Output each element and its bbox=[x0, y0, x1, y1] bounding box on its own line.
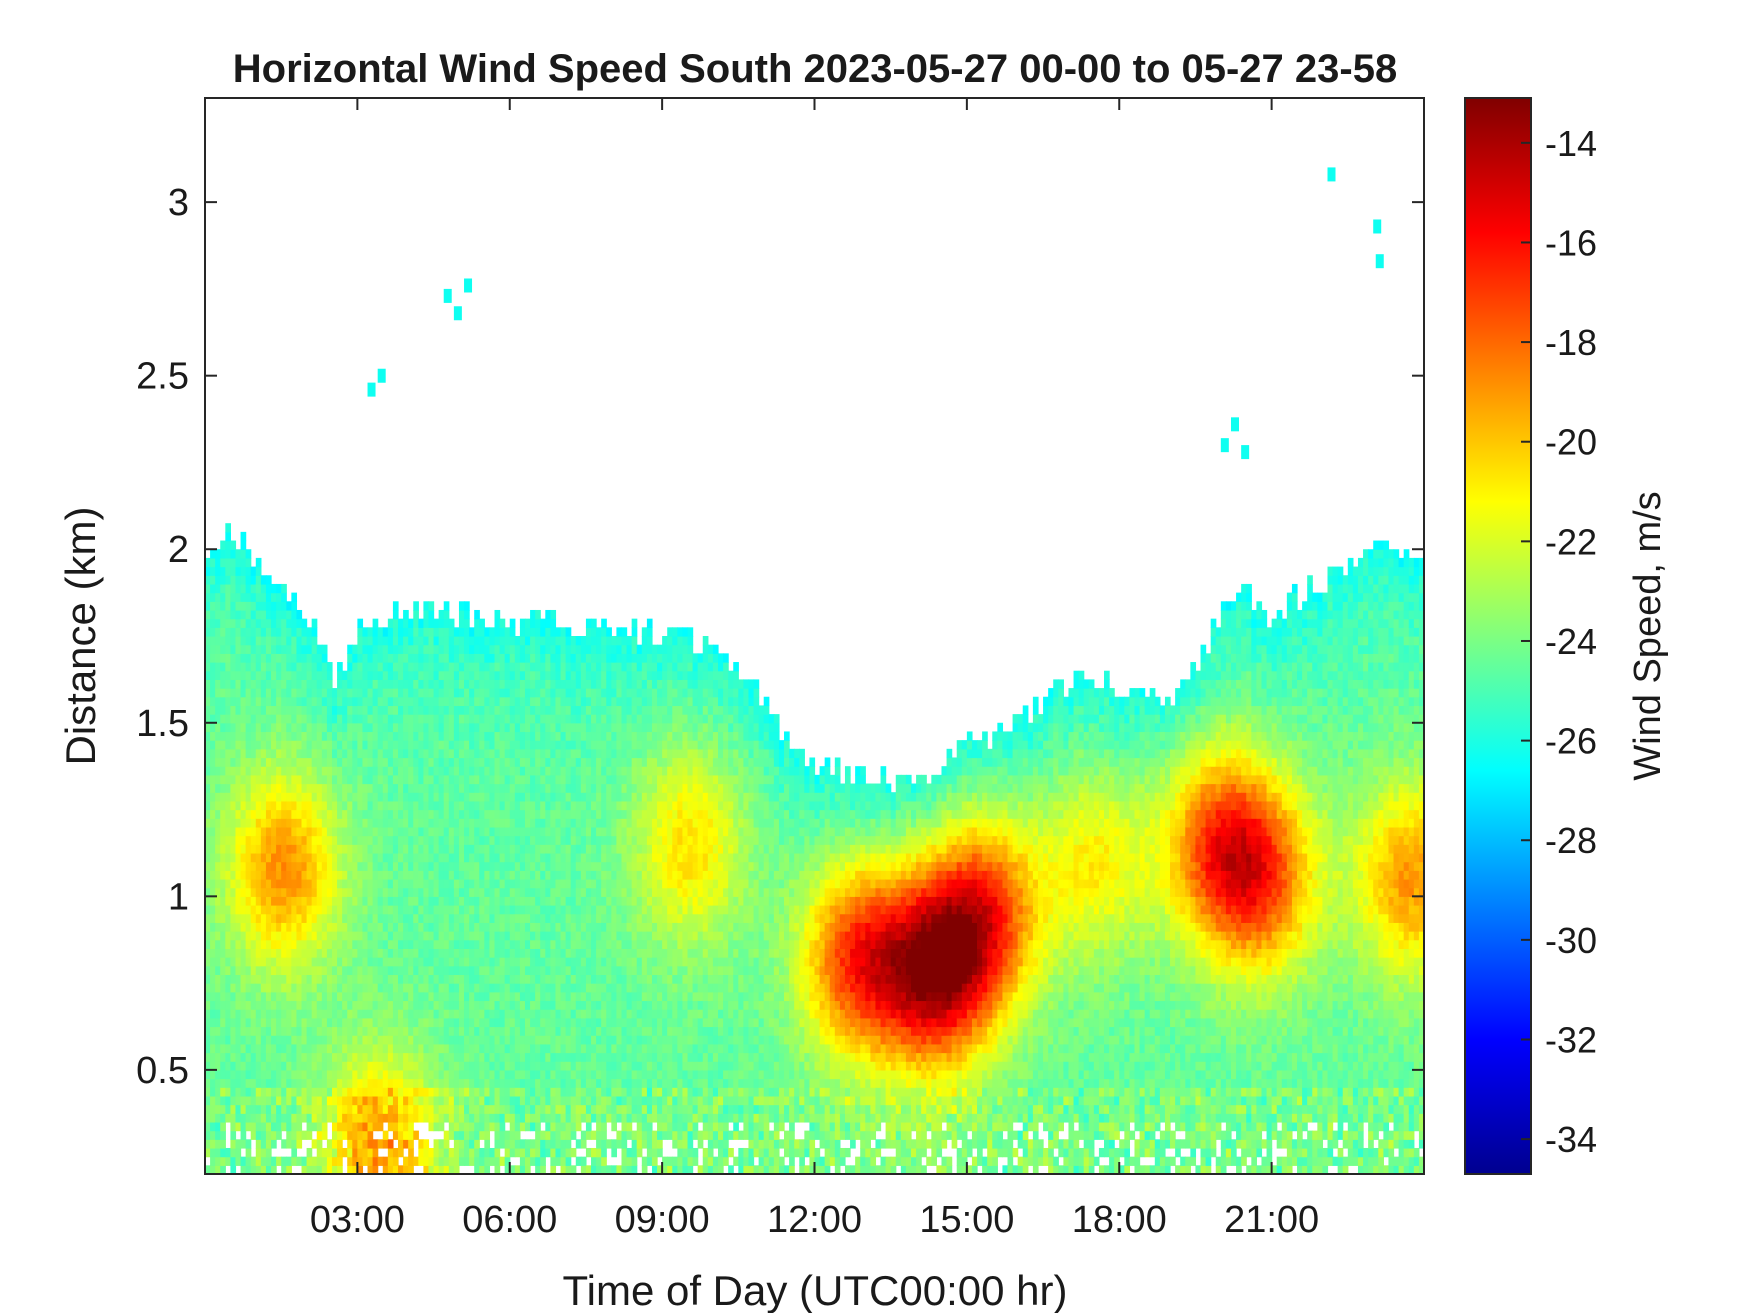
x-tick-label: 03:00 bbox=[310, 1199, 405, 1241]
colorbar-tick-label: -28 bbox=[1545, 820, 1597, 861]
x-tick-label: 18:00 bbox=[1072, 1199, 1167, 1241]
colorbar-ticks: -14 -16 -18 -20 -22 -24 -26 -28 -30 -32 -34 bbox=[1521, 123, 1597, 1160]
colorbar-tick-label: -24 bbox=[1545, 621, 1597, 662]
colorbar-tick-label: -18 bbox=[1545, 322, 1597, 363]
x-tick-label: 09:00 bbox=[615, 1199, 710, 1241]
y-tick-label: 0.5 bbox=[136, 1050, 189, 1092]
y-tick-label: 3 bbox=[168, 182, 189, 224]
x-axis-label: Time of Day (UTC00:00 hr) bbox=[563, 1267, 1068, 1313]
x-tick-label: 21:00 bbox=[1224, 1199, 1319, 1241]
colorbar-tick-label: -30 bbox=[1545, 920, 1597, 961]
colorbar-tick-label: -34 bbox=[1545, 1119, 1597, 1160]
x-axis: 03:00 06:00 09:00 12:00 15:00 18:00 21:00 bbox=[310, 98, 1319, 1241]
heatmap-area bbox=[205, 167, 1424, 1174]
chart-title: Horizontal Wind Speed South 2023-05-27 0… bbox=[233, 47, 1397, 91]
colorbar-tick-label: -14 bbox=[1545, 123, 1597, 164]
y-axis-label: Distance (km) bbox=[57, 506, 104, 765]
colorbar-tick-label: -16 bbox=[1545, 222, 1597, 263]
colorbar bbox=[1464, 97, 1532, 1175]
y-tick-label: 2 bbox=[168, 529, 189, 571]
colorbar-tick-label: -20 bbox=[1545, 422, 1597, 463]
colorbar-label: Wind Speed, m/s bbox=[1627, 491, 1669, 780]
y-tick-label: 1 bbox=[168, 876, 189, 918]
colorbar-tick-label: -26 bbox=[1545, 721, 1597, 762]
x-tick-label: 06:00 bbox=[462, 1199, 557, 1241]
x-tick-label: 12:00 bbox=[767, 1199, 862, 1241]
y-axis: 0.5 1 1.5 2 2.5 3 bbox=[136, 182, 1424, 1092]
colorbar-tick-label: -32 bbox=[1545, 1020, 1597, 1061]
x-tick-label: 15:00 bbox=[919, 1199, 1014, 1241]
colorbar-tick-label: -22 bbox=[1545, 521, 1597, 562]
y-tick-label: 2.5 bbox=[136, 356, 189, 398]
y-tick-label: 1.5 bbox=[136, 703, 189, 745]
